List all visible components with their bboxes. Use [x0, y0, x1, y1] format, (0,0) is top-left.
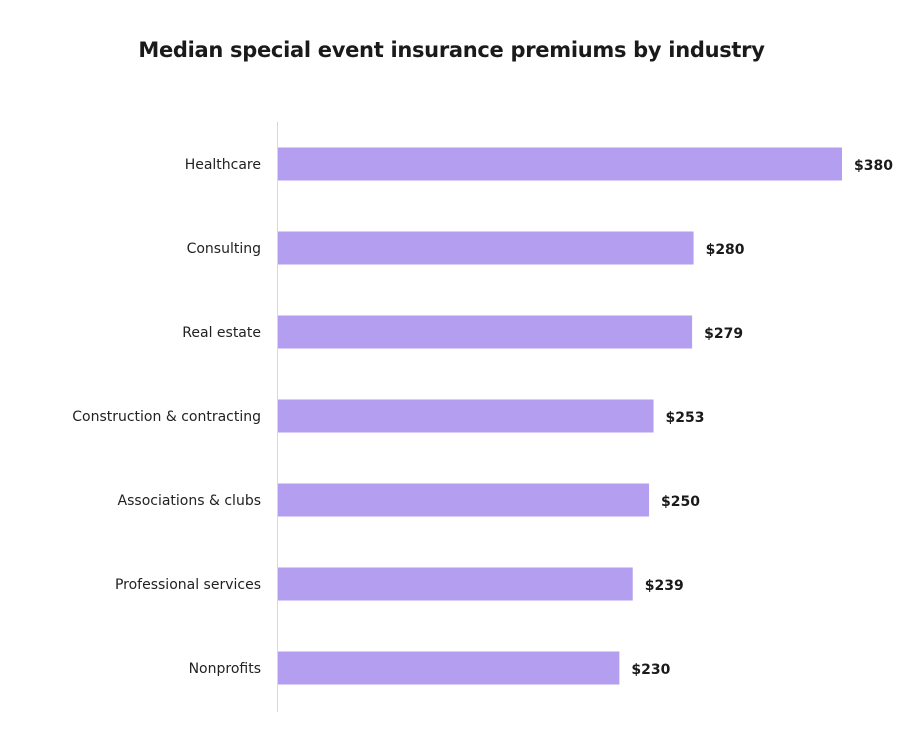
data-label: $230 [631, 662, 670, 678]
data-label: $279 [704, 326, 743, 342]
category-label: Professional services [115, 577, 261, 593]
category-label: Healthcare [185, 157, 261, 173]
bar [278, 399, 654, 433]
data-label: $253 [666, 410, 705, 426]
bar [278, 483, 650, 517]
bar [278, 147, 842, 181]
category-label: Associations & clubs [118, 493, 261, 509]
data-label: $250 [661, 494, 700, 510]
data-label: $380 [854, 158, 893, 174]
category-label: Real estate [182, 325, 261, 341]
chart-title: Median special event insurance premiums … [138, 38, 765, 62]
data-label: $239 [645, 578, 684, 594]
category-label: Nonprofits [189, 661, 261, 677]
data-label: $280 [706, 242, 745, 258]
category-label: Construction & contracting [72, 409, 261, 425]
bar [278, 231, 694, 265]
bar [278, 567, 633, 601]
category-label: Consulting [187, 241, 261, 257]
bar [278, 315, 693, 349]
bar [278, 651, 620, 685]
